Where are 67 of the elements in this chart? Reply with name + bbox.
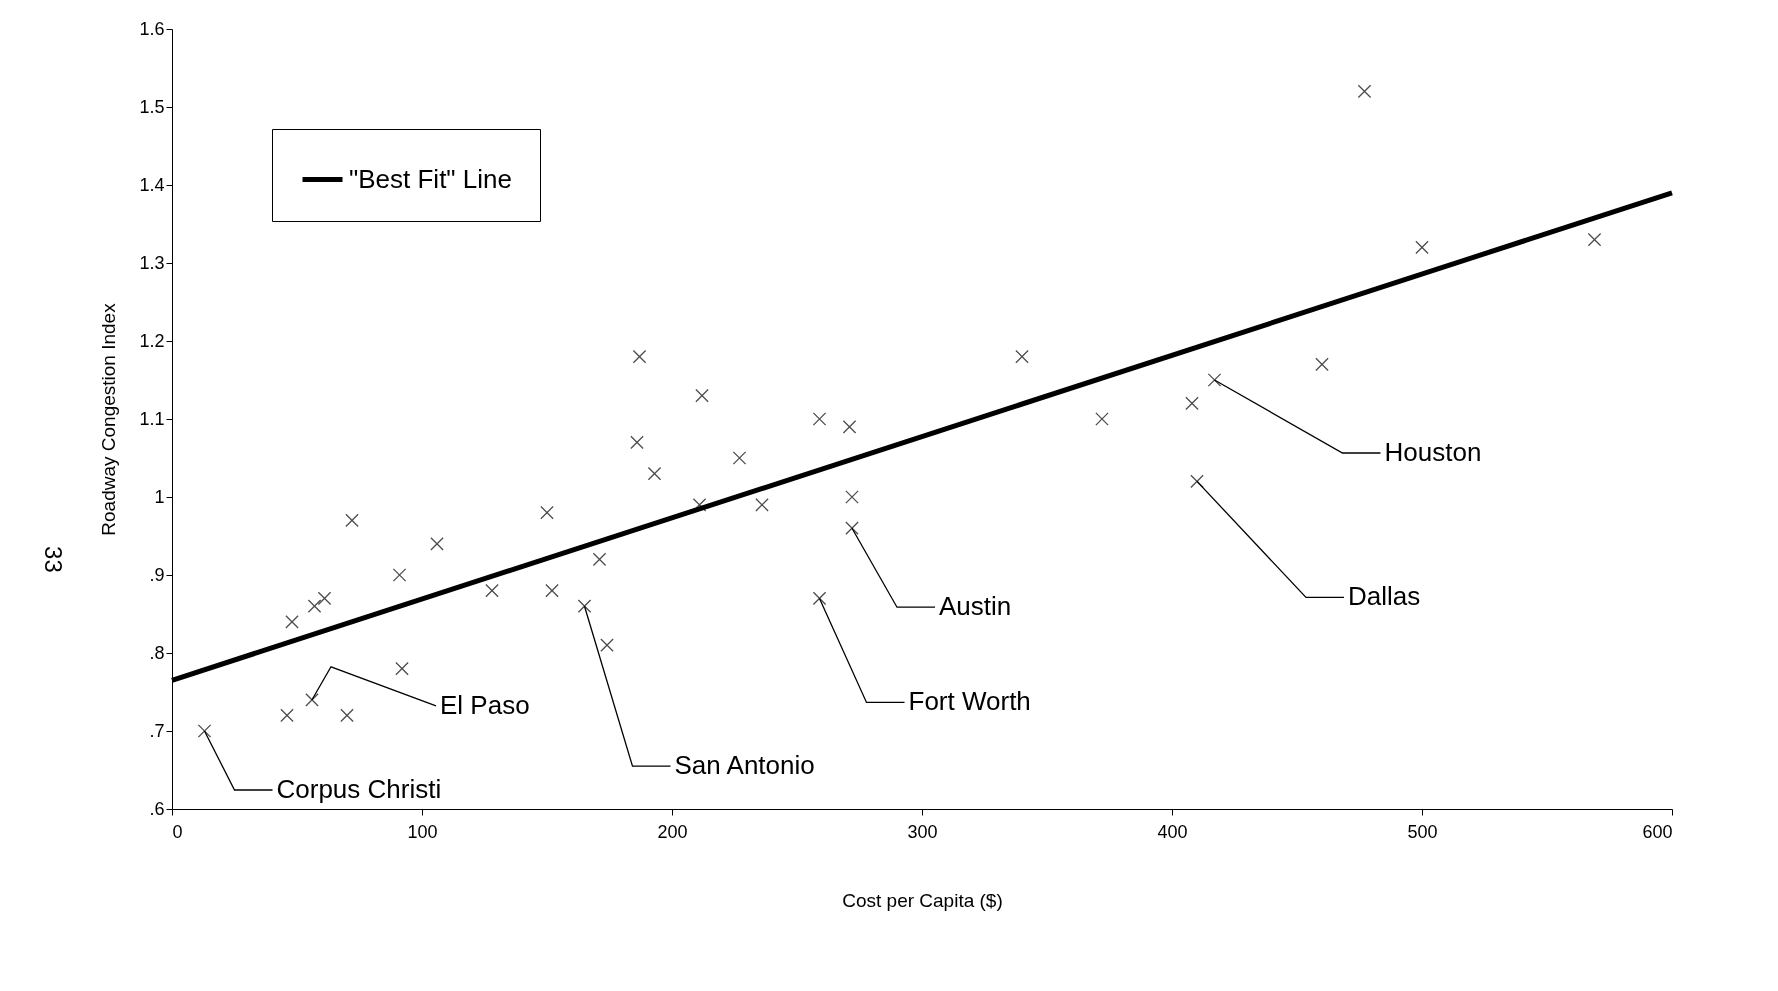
y-tick-label: 1 [154,486,165,507]
annotation: Austin [939,591,1012,622]
point [545,583,559,598]
point [395,661,409,676]
point [1357,84,1372,99]
point [307,599,322,613]
y-tick-label: 1.2 [139,330,165,351]
point [695,388,709,403]
point [1315,357,1329,372]
point [430,537,444,551]
point [732,451,747,465]
point [280,708,294,723]
point [1587,232,1602,247]
x-tick-label: 600 [1642,821,1673,842]
y-tick-label: 1.4 [139,174,165,195]
y-tick-label: 1.6 [139,18,165,39]
annotation: Corpus Christi [276,774,442,804]
x-tick-label: 500 [1407,821,1438,842]
point [1207,373,1222,387]
y-tick-label: 1.1 [139,408,165,429]
point [1015,349,1029,364]
point [1185,396,1199,411]
point [632,349,647,364]
point [197,724,212,738]
annotation: Houston [1384,437,1482,467]
point [845,490,859,504]
point [600,638,614,652]
annotation: El Paso [440,689,530,720]
annotation: Dallas [1348,581,1421,612]
point [340,708,354,723]
x-tick-label: 400 [1157,821,1188,842]
point [345,513,359,528]
point [392,568,407,582]
y-tick-label: .8 [149,642,165,663]
x-tick-label: 200 [657,821,688,842]
point [1190,474,1204,489]
text: 33 [40,546,67,573]
point [812,412,827,426]
point [1095,412,1109,426]
x-axis-title: Cost per Capita ($) [842,889,1003,911]
point [577,599,592,613]
point [485,583,499,598]
point [630,435,644,450]
point [592,552,607,567]
x-tick-label: 100 [407,821,438,842]
point [305,693,319,707]
y-tick-label: 1.3 [139,252,165,273]
annotation: Fort Worth [908,686,1031,717]
point [647,466,662,481]
y-tick-label: 1.5 [139,96,165,117]
point [692,498,707,512]
point [842,420,857,434]
x-tick-label: 300 [907,821,938,842]
point [285,615,299,629]
point [540,505,554,520]
y-tick-label: .7 [149,720,165,741]
x-tick-label: 0 [172,821,183,842]
point [812,591,827,606]
point [845,521,859,535]
point [1415,240,1429,255]
point [317,591,332,606]
point [755,498,769,512]
annotation: San Antonio [674,750,815,781]
y-tick-label: .9 [149,564,165,585]
legend-label: "Best Fit" Line [349,163,512,194]
y-tick-label: .6 [149,798,165,819]
y-axis-title: Roadway Congestion Index [98,302,120,536]
